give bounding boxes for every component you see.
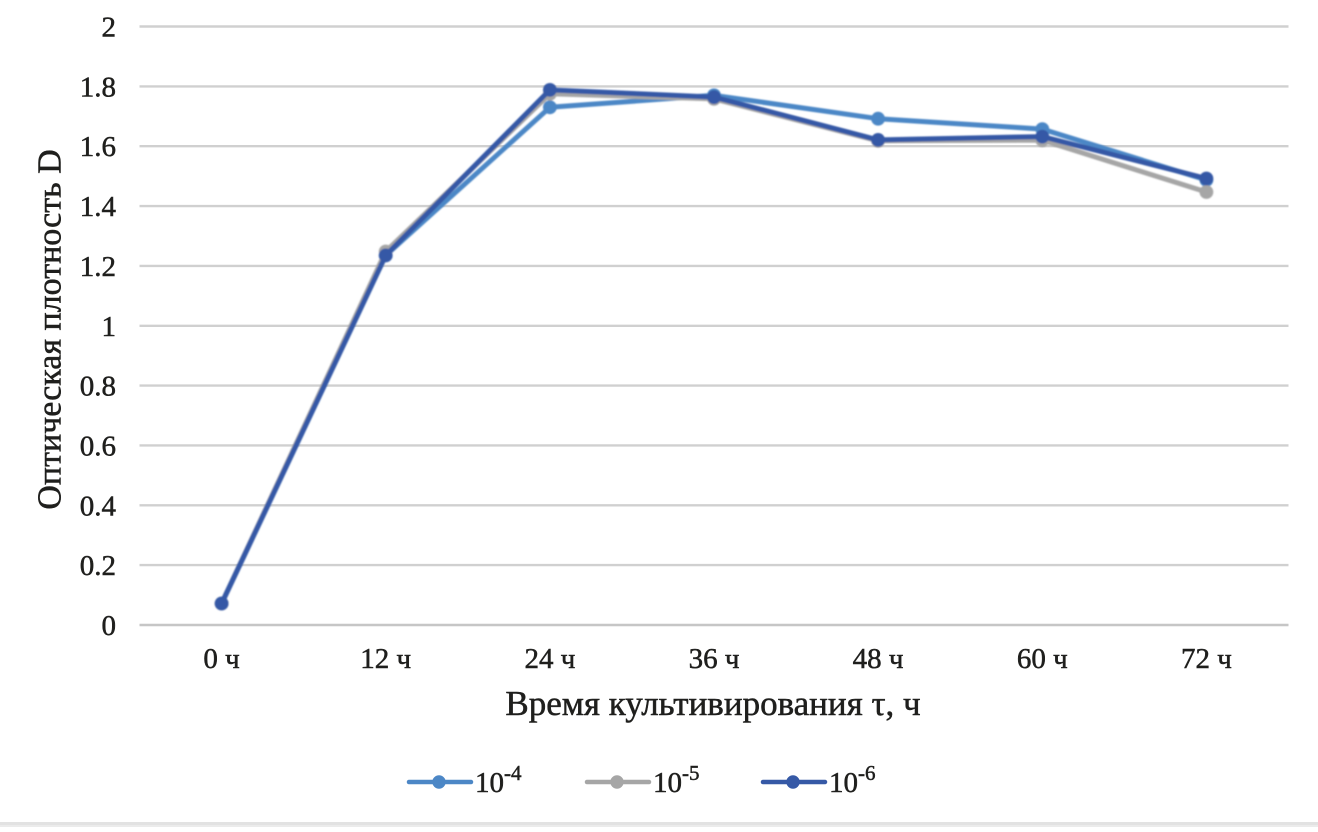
svg-text:36 ч: 36 ч: [689, 643, 740, 675]
svg-text:0.2: 0.2: [80, 550, 116, 582]
svg-text:0: 0: [102, 610, 117, 642]
svg-text:Время культивирования τ, ч: Время культивирования τ, ч: [505, 684, 920, 723]
svg-text:60 ч: 60 ч: [1017, 643, 1068, 675]
svg-text:48 ч: 48 ч: [853, 643, 904, 675]
svg-text:72 ч: 72 ч: [1181, 643, 1232, 675]
svg-text:0.8: 0.8: [80, 371, 116, 403]
svg-text:1.6: 1.6: [80, 131, 116, 163]
svg-text:1.4: 1.4: [80, 191, 117, 223]
svg-text:24 ч: 24 ч: [524, 643, 575, 675]
svg-text:0.4: 0.4: [80, 490, 117, 522]
svg-text:1.2: 1.2: [80, 251, 116, 283]
svg-text:1.8: 1.8: [80, 71, 116, 103]
svg-text:2: 2: [102, 12, 117, 44]
svg-text:Оптическая плотность D: Оптическая плотность D: [32, 149, 69, 509]
svg-text:12 ч: 12 ч: [360, 643, 411, 675]
svg-text:0 ч: 0 ч: [203, 643, 239, 675]
svg-text:1: 1: [102, 311, 117, 343]
svg-text:0.6: 0.6: [80, 430, 116, 462]
